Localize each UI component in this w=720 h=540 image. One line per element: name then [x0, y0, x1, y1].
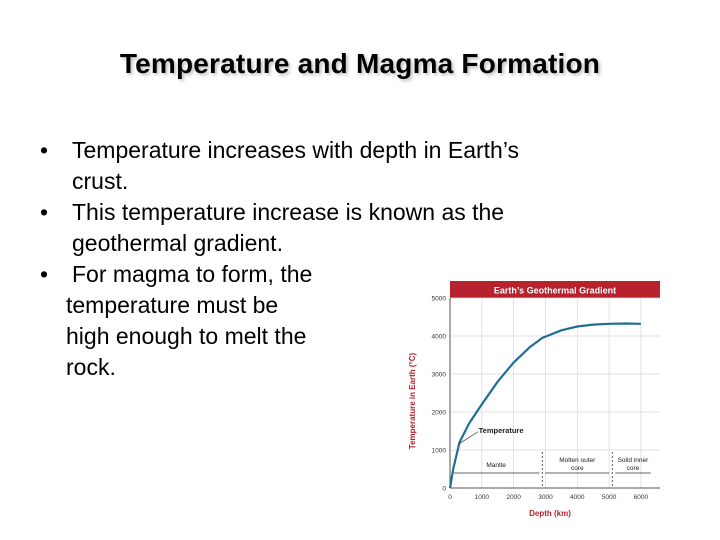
bullet-dot: • [40, 199, 49, 225]
x-tick-label: 0 [448, 494, 452, 501]
x-tick-label: 2000 [506, 494, 521, 501]
x-tick-label: 1000 [475, 494, 490, 501]
y-tick-label: 4000 [432, 334, 447, 341]
curve-label: Temperature [479, 426, 524, 435]
chart-series [448, 322, 641, 489]
chart-title: Earth’s Geothermal Gradient [494, 286, 616, 296]
curve-label-leader [458, 431, 479, 445]
bullet-text: For magma to form, the [72, 261, 313, 287]
x-tick-label: 6000 [634, 494, 649, 501]
x-tick-label: 3000 [538, 494, 553, 501]
y-tick-label: 2000 [432, 410, 447, 417]
bullet-dot: • [40, 261, 49, 287]
bullet-item: • For magma to form, the temperature mus… [40, 259, 392, 383]
bullet-text: Temperature increases with depth in Eart… [72, 137, 520, 163]
region-label: core [627, 465, 640, 472]
bullet-item: • This temperature increase is known as … [40, 197, 680, 259]
chart-title-bar [450, 281, 660, 298]
y-tick-label: 3000 [432, 372, 447, 379]
bullet-dot: • [40, 137, 49, 163]
geothermal-gradient-chart: Earth’s Geothermal Gradient Temperature … [408, 281, 660, 518]
slide-title: Temperature and Magma Formation [119, 48, 601, 79]
y-tick-label: 0 [442, 486, 446, 493]
bullet-text: This temperature increase is known as th… [72, 199, 505, 225]
temperature-curve [448, 322, 641, 489]
y-axis-label: Temperature in Earth (°C) [408, 352, 417, 449]
region-label: Mantle [486, 462, 506, 469]
bullet-list: • Temperature increases with depth in Ea… [40, 135, 680, 383]
region-label: Solid inner [618, 457, 650, 464]
x-tick-label: 4000 [570, 494, 585, 501]
y-tick-label: 5000 [432, 296, 447, 303]
bullet-text: high enough to melt the [66, 323, 307, 349]
bullet-text: geothermal gradient. [72, 230, 283, 256]
chart-ticks: 0 1000 2000 3000 4000 5000 0 1000 2000 3000 4000 50… [432, 296, 649, 502]
region-label: Molten outer [559, 457, 596, 464]
y-tick-label: 1000 [432, 448, 447, 455]
region-label: core [571, 465, 584, 472]
bullet-item: • Temperature increases with depth in Ea… [40, 135, 680, 197]
bullet-text: crust. [72, 168, 129, 194]
x-tick-label: 5000 [602, 494, 617, 501]
bullet-text: rock. [66, 354, 116, 380]
bullet-text: temperature must be [66, 292, 279, 318]
x-axis-label: Depth (km) [529, 509, 571, 518]
chart-grid [449, 297, 660, 489]
